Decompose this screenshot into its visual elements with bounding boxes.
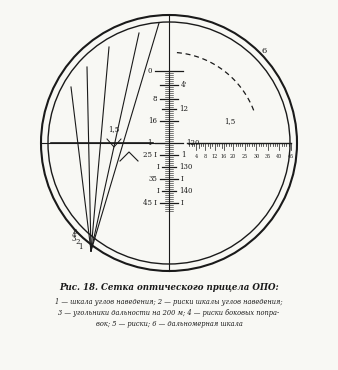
Text: 2: 2: [75, 238, 80, 246]
Text: 40: 40: [276, 154, 283, 159]
Text: 30: 30: [253, 154, 260, 159]
Text: 12: 12: [212, 154, 218, 159]
Text: 1 — шкала углов наведения; 2 — риски шкалы углов наведения;: 1 — шкала углов наведения; 2 — риски шка…: [55, 298, 283, 306]
Text: 120: 120: [186, 139, 199, 147]
Text: 1: 1: [147, 139, 152, 147]
Text: 20: 20: [230, 154, 236, 159]
Text: 140: 140: [179, 187, 193, 195]
Text: 1: 1: [78, 242, 83, 250]
Text: 8: 8: [152, 95, 157, 103]
Text: 1,5: 1,5: [108, 125, 120, 133]
Text: 45: 45: [288, 154, 294, 159]
Text: I: I: [181, 175, 184, 183]
Text: 3: 3: [72, 235, 76, 243]
Text: 3 — угольники дальности на 200 м; 4 — риски боковых попра-: 3 — угольники дальности на 200 м; 4 — ри…: [58, 309, 280, 317]
Text: 25: 25: [242, 154, 248, 159]
Text: 6: 6: [261, 47, 266, 55]
Text: 130: 130: [179, 163, 192, 171]
Text: I: I: [181, 199, 184, 207]
Text: 12: 12: [179, 105, 188, 113]
Text: 4: 4: [72, 231, 77, 239]
Text: I: I: [156, 163, 159, 171]
Text: 4: 4: [195, 154, 198, 159]
Text: 16: 16: [148, 117, 157, 125]
Text: вок; 5 — риски; 6 — дальномерная шкала: вок; 5 — риски; 6 — дальномерная шкала: [96, 320, 242, 328]
Text: Рис. 18. Сетка оптического прицела ОПО:: Рис. 18. Сетка оптического прицела ОПО:: [59, 283, 279, 292]
Text: 0: 0: [147, 67, 152, 75]
Text: 16: 16: [221, 154, 227, 159]
Text: 1: 1: [181, 151, 186, 159]
Text: 25 I: 25 I: [143, 151, 157, 159]
Text: 5: 5: [72, 228, 77, 236]
Text: 8: 8: [204, 154, 207, 159]
Text: 4': 4': [181, 81, 187, 89]
Text: I: I: [156, 187, 159, 195]
Text: 45 I: 45 I: [143, 199, 157, 207]
Text: 35: 35: [265, 154, 271, 159]
Text: 1,5: 1,5: [224, 117, 235, 125]
Text: 35: 35: [148, 175, 157, 183]
